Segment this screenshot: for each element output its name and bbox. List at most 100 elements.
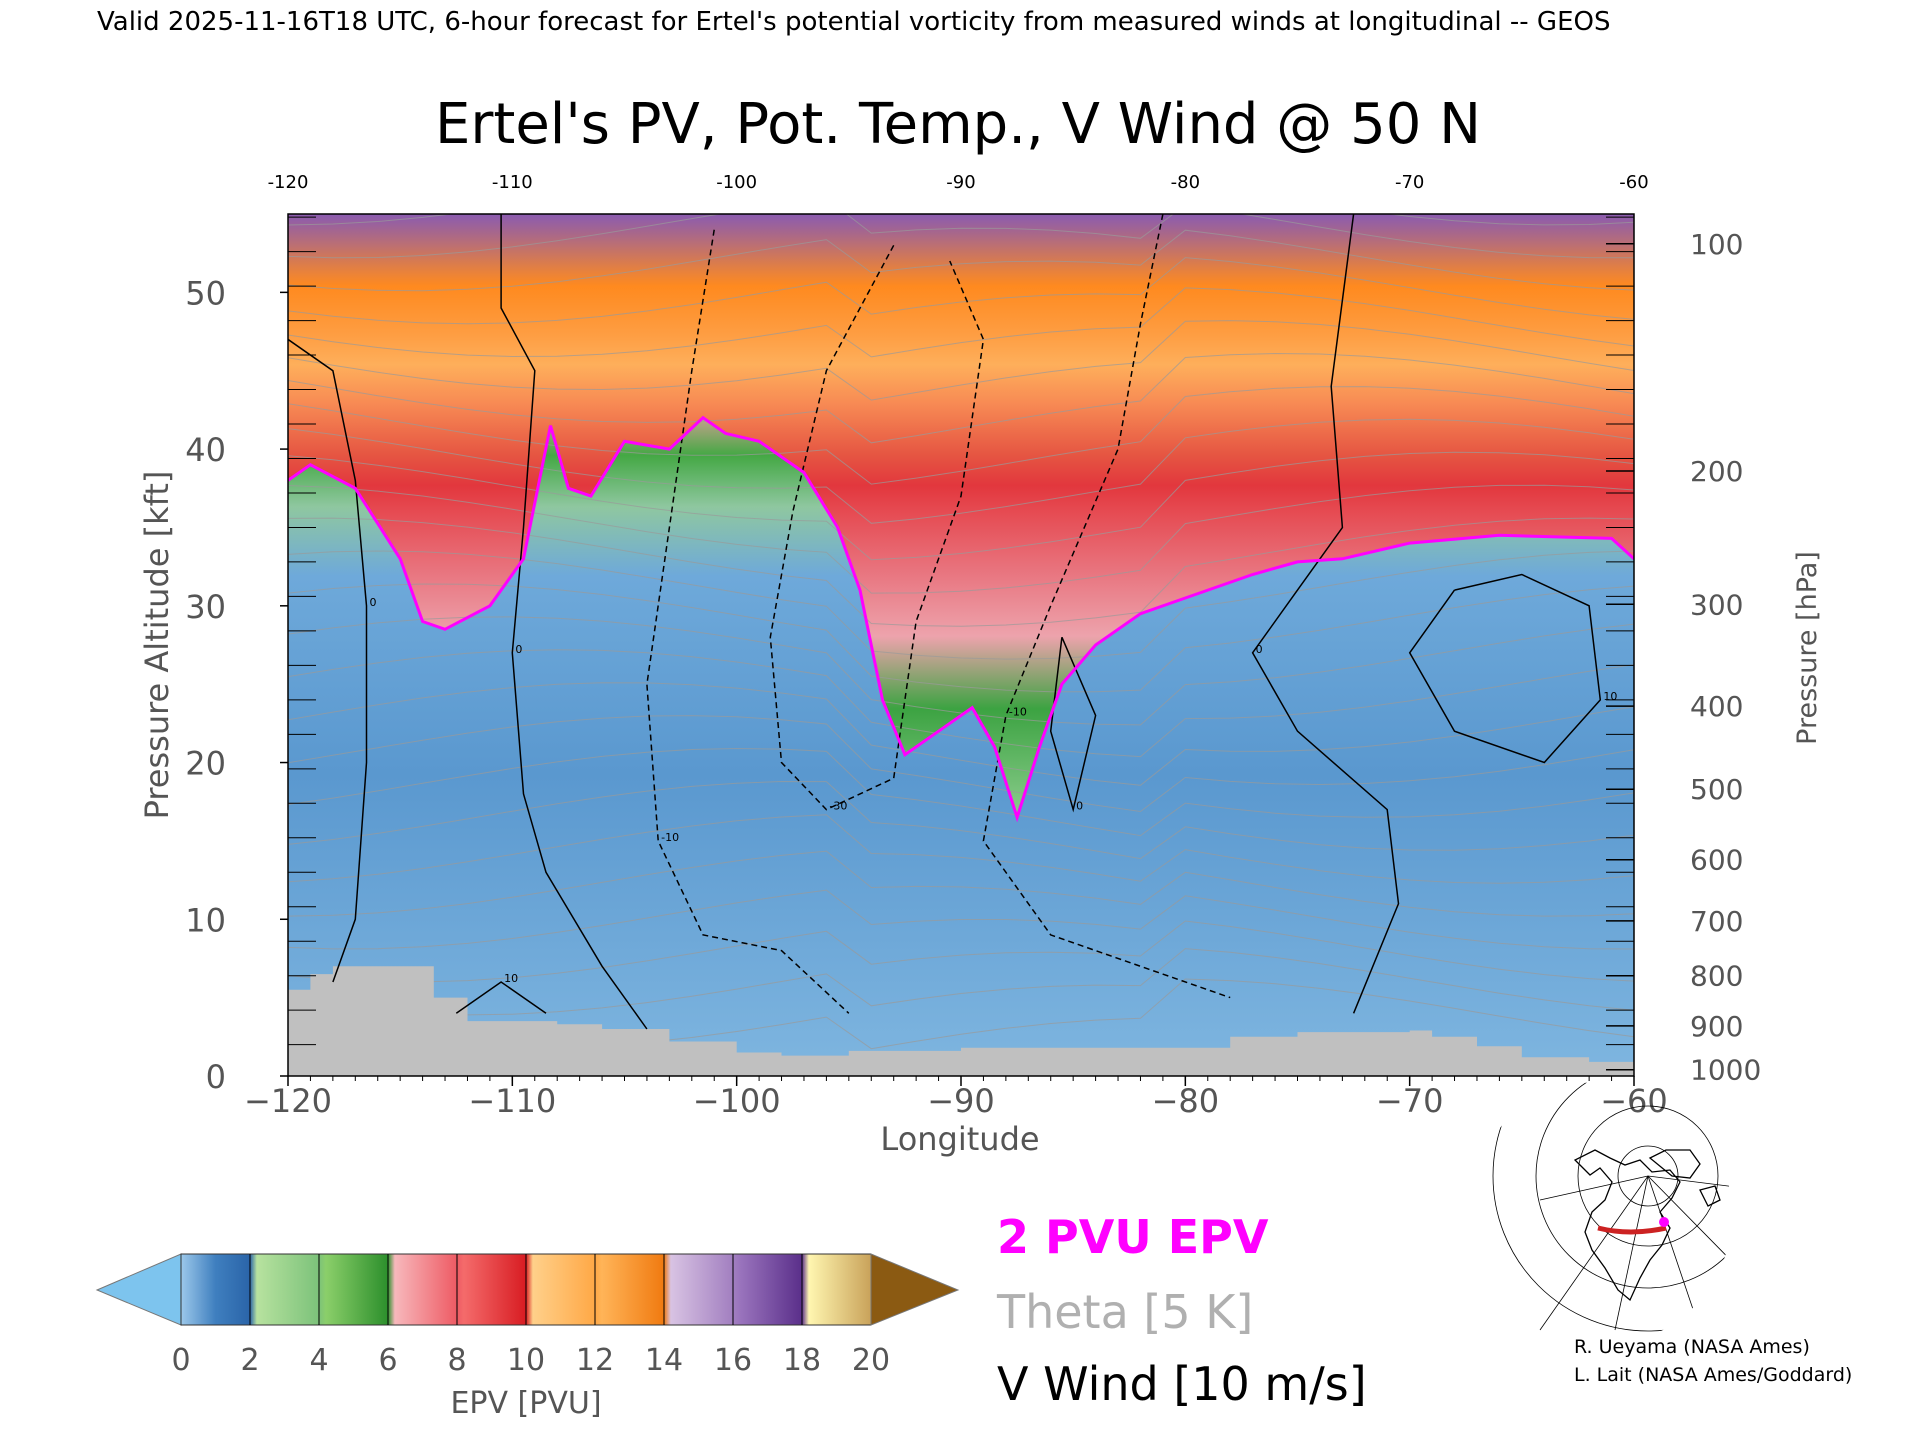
- credit-line-2: L. Lait (NASA Ames/Goddard): [1574, 1364, 1852, 1386]
- theta-contour: [288, 484, 1634, 594]
- two-pvu-contour: [288, 415, 1634, 823]
- plot-area: 0 0 0 -10 -30 -10 0 10 10: [288, 214, 1634, 1076]
- right-tick-label: 500: [1690, 773, 1743, 806]
- right-tick-label: 600: [1690, 844, 1743, 877]
- left-axis-ticks: 0 10 20 30 40 50: [185, 274, 288, 1096]
- theta-contour: [288, 780, 1634, 860]
- v-wind-contour-label: 10: [504, 972, 518, 985]
- theta-contour: [288, 616, 1634, 726]
- top-tick-label: -80: [1171, 172, 1200, 193]
- theta-contour: [288, 747, 1634, 837]
- colorbar-tick-label: 20: [852, 1343, 890, 1378]
- top-tick-label: -120: [268, 172, 309, 193]
- theta-contours: [288, 214, 1634, 1050]
- v-wind-contour-label: 0: [515, 643, 522, 656]
- left-tick-label: 50: [185, 274, 226, 312]
- left-tick-label: 40: [185, 431, 226, 469]
- colorbar: 0 2 4 6 8 10 12 14 16 18 20 EPV [PVU]: [95, 1253, 960, 1421]
- legend-2pvu: 2 PVU EPV: [997, 1210, 1269, 1264]
- bottom-tick-label: −100: [693, 1082, 781, 1120]
- y-axis-label-right: Pressure [hPa]: [1792, 551, 1823, 745]
- legend-theta: Theta [5 K]: [996, 1285, 1253, 1339]
- left-tick-label: 0: [206, 1058, 226, 1096]
- y-axis-label-left: Pressure Altitude [kft]: [138, 471, 176, 820]
- colorbar-tick-label: 0: [171, 1343, 190, 1378]
- theta-contour: [288, 320, 1634, 401]
- terrain-mask: [288, 966, 1634, 1076]
- right-tick-label: 800: [1690, 960, 1743, 993]
- theta-contour: [288, 889, 1634, 950]
- theta-contour: [288, 715, 1634, 813]
- top-tick-label: -70: [1395, 172, 1424, 193]
- colorbar-tick-label: 2: [240, 1343, 259, 1378]
- v-wind-contour-label: 0: [1076, 800, 1083, 813]
- top-tick-label: -110: [492, 172, 533, 193]
- v-wind-contour: [1408, 573, 1602, 764]
- theta-contour: [288, 287, 1634, 358]
- legend: 2 PVU EPV Theta [5 K] V Wind [10 m/s]: [996, 1210, 1367, 1411]
- chart-title: Ertel's PV, Pot. Temp., V Wind @ 50 N: [435, 92, 1481, 157]
- colorbar-tick-labels: 0 2 4 6 8 10 12 14 16 18 20: [171, 1343, 890, 1378]
- bottom-axis-ticks: −120 −110 −100 −90 −80 −70 −60: [244, 1076, 1668, 1120]
- v-wind-contour: [769, 244, 985, 811]
- v-wind-contour: [455, 981, 547, 1014]
- section-marker: [1659, 1217, 1669, 1227]
- colorbar-tick-label: 14: [645, 1343, 683, 1378]
- bottom-tick-label: −60: [1600, 1082, 1668, 1120]
- theta-contour: [288, 550, 1634, 660]
- theta-contour: [288, 583, 1634, 693]
- colorbar-label: EPV [PVU]: [450, 1386, 601, 1421]
- theta-contour: [288, 948, 1634, 1016]
- colorbar-tick-label: 4: [309, 1343, 328, 1378]
- colorbar-under-triangle: [95, 1253, 182, 1326]
- theta-contour: [288, 214, 1634, 226]
- right-tick-label: 100: [1690, 228, 1743, 261]
- theta-contour: [288, 517, 1634, 627]
- v-wind-contour-label: -10: [661, 831, 679, 844]
- locator-map: [1492, 1082, 1734, 1332]
- v-wind-contour-label: 10: [1603, 690, 1617, 703]
- bottom-tick-label: −120: [244, 1082, 332, 1120]
- v-wind-contour-label: -30: [829, 800, 847, 813]
- colorbar-tick-label: 16: [714, 1343, 752, 1378]
- theta-contour: [288, 418, 1634, 524]
- top-tick-label: -90: [946, 172, 975, 193]
- theta-contour: [288, 850, 1634, 917]
- left-tick-label: 20: [185, 745, 226, 783]
- v-wind-contour: [982, 214, 1231, 999]
- valid-time-header: Valid 2025-11-16T18 UTC, 6-hour forecast…: [97, 7, 1610, 37]
- bottom-tick-label: −110: [468, 1082, 556, 1120]
- colorbar-tick-label: 8: [447, 1343, 466, 1378]
- right-tick-label: 400: [1690, 690, 1743, 723]
- legend-v-wind: V Wind [10 m/s]: [997, 1357, 1367, 1411]
- theta-contour: [288, 814, 1634, 884]
- map-coastlines: [1573, 1149, 1721, 1302]
- bottom-tick-label: −70: [1376, 1082, 1444, 1120]
- top-tick-label: -100: [716, 172, 757, 193]
- colorbar-over-triangle: [870, 1253, 960, 1326]
- right-tick-label: 900: [1690, 1010, 1743, 1043]
- theta-contour: [288, 920, 1634, 983]
- theta-contour: [288, 257, 1634, 325]
- right-tick-label: 300: [1690, 588, 1743, 621]
- v-wind-contour: [288, 338, 368, 983]
- theta-contour: [288, 229, 1634, 292]
- theta-contour: [288, 214, 1634, 259]
- right-tick-label: 700: [1690, 905, 1743, 938]
- colorbar-tick-label: 10: [507, 1343, 545, 1378]
- top-axis-ticks: -120 -110 -100 -90 -80 -70 -60: [268, 172, 1649, 193]
- v-wind-contour-label: 0: [1256, 643, 1263, 656]
- right-tick-label: 200: [1690, 455, 1743, 488]
- v-wind-contour: [500, 214, 648, 1030]
- left-tick-label: 10: [185, 901, 226, 939]
- v-wind-contour-label: -10: [1009, 706, 1027, 719]
- v-wind-contour-label: 0: [370, 596, 377, 609]
- theta-contour: [288, 451, 1634, 561]
- map-globe: [1492, 1082, 1732, 1332]
- x-axis-label: Longitude: [880, 1120, 1039, 1158]
- v-wind-contours: 0 0 0 -10 -30 -10 0 10 10: [288, 214, 1617, 1030]
- colorbar-tick-label: 6: [378, 1343, 397, 1378]
- theta-contour: [288, 682, 1634, 786]
